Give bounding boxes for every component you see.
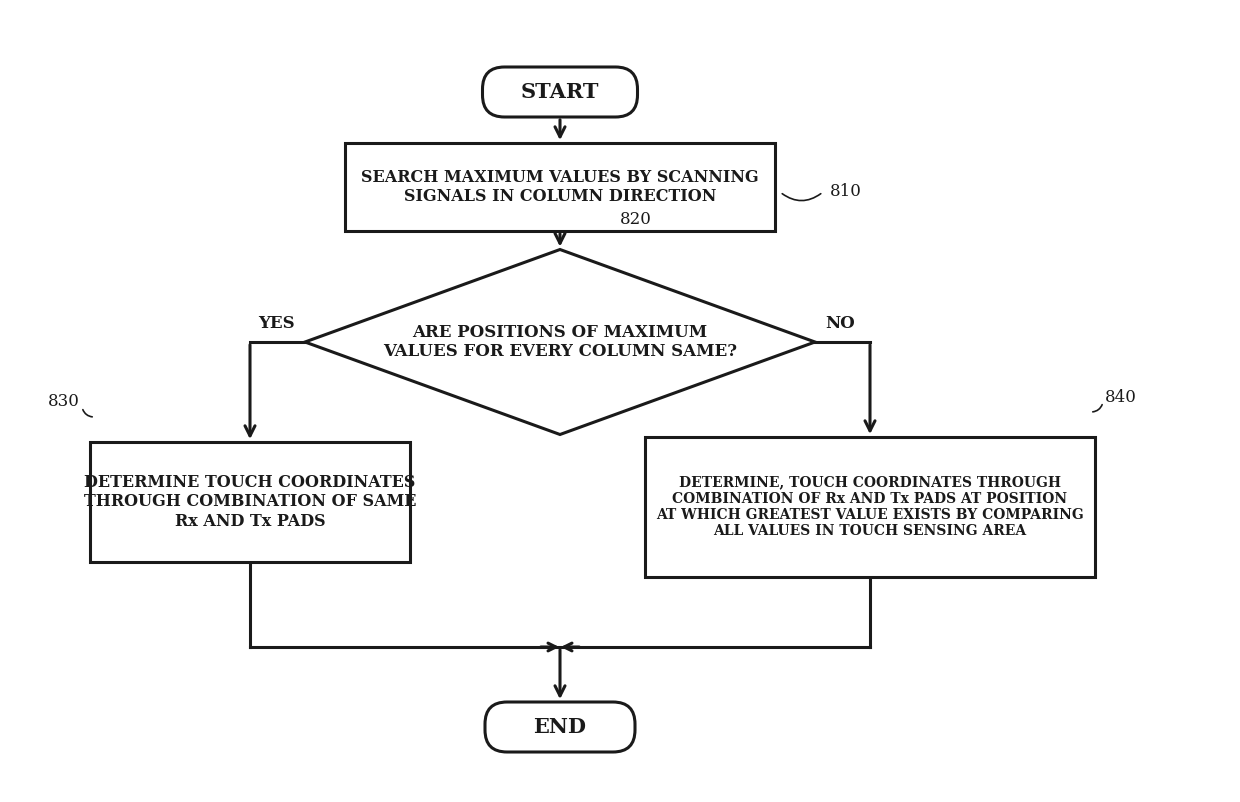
Bar: [645, 437, 1095, 577]
Text: SEARCH MAXIMUM VALUES BY SCANNING
SIGNALS IN COLUMN DIRECTION: SEARCH MAXIMUM VALUES BY SCANNING SIGNAL…: [361, 168, 759, 205]
Bar: [91, 442, 410, 562]
Text: DETERMINE TOUCH COORDINATES
THROUGH COMBINATION OF SAME
Rx AND Tx PADS: DETERMINE TOUCH COORDINATES THROUGH COMB…: [84, 474, 417, 530]
Text: START: START: [521, 82, 599, 102]
Text: 840: 840: [1105, 388, 1137, 406]
Text: NO: NO: [825, 315, 854, 333]
FancyBboxPatch shape: [485, 702, 635, 752]
Bar: [345, 143, 775, 231]
Text: 830: 830: [48, 394, 81, 411]
Text: DETERMINE, TOUCH COORDINATES THROUGH
COMBINATION OF Rx AND Tx PADS AT POSITION
A: DETERMINE, TOUCH COORDINATES THROUGH COM…: [656, 476, 1084, 538]
Text: ARE POSITIONS OF MAXIMUM
VALUES FOR EVERY COLUMN SAME?: ARE POSITIONS OF MAXIMUM VALUES FOR EVER…: [383, 324, 737, 360]
Polygon shape: [305, 249, 815, 435]
Text: 820: 820: [620, 210, 652, 228]
Text: 810: 810: [830, 184, 862, 200]
FancyBboxPatch shape: [482, 67, 637, 117]
Text: END: END: [533, 717, 587, 737]
Text: YES: YES: [258, 315, 295, 333]
